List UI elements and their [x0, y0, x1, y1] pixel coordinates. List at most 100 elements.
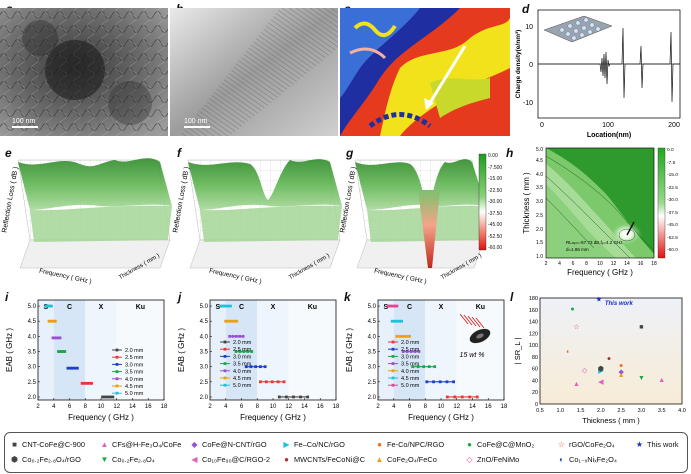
y-tick-label: 3.0 [368, 365, 377, 371]
tem-texture-b [170, 8, 338, 136]
eab-point [453, 395, 457, 399]
eab-point [103, 395, 107, 399]
srl-point: ▶ [598, 368, 604, 375]
legend-swatch-point [115, 370, 119, 373]
eab-point [468, 395, 472, 399]
eab-point [400, 319, 404, 323]
x-tick-label: 8 [84, 404, 88, 410]
band-label: X [271, 304, 276, 311]
legend-label: rGO/CoFe₂O₄ [569, 440, 615, 449]
y-tick-label: 5.0 [368, 304, 377, 310]
eab-point [63, 350, 67, 353]
x-tick-label: 2 [208, 404, 212, 410]
legend-swatch-point [223, 376, 227, 380]
legend-item: ⬢ Co₀.₂Fe₂.₈O₄/rGO [10, 455, 81, 464]
x-tick-label: 10 [438, 404, 445, 410]
band-label: X [439, 304, 444, 311]
legend-swatch-point [391, 376, 395, 380]
d-ytick-0: 0 [529, 62, 533, 69]
x-tick-label: 4 [392, 404, 396, 410]
legend-marker-icon: ▲ [100, 440, 109, 449]
band-ku-shade [288, 300, 336, 400]
x-tick-label: 10 [270, 404, 277, 410]
legend-marker-icon: ▼ [100, 455, 109, 464]
surface-f [187, 159, 342, 269]
eab-point [393, 319, 396, 323]
d-xtick-200: 200 [668, 122, 680, 129]
eab-chart-j: S C X Ku 2 4 6 8 10 12 14 16 18 5.0 4.5 4.0 3.5 3.0 2.5 2.0… [177, 299, 340, 422]
e-xlabel: Frequency ( GHz ) [38, 268, 92, 286]
cbar-g-tick: -45.00 [488, 222, 503, 228]
eab-point [475, 395, 479, 399]
y-tick-label: 4.0 [28, 334, 37, 340]
h-ytick: 5.0 [536, 147, 543, 153]
x-tick-label: 4.0 [678, 408, 686, 414]
panel-h-label: h [506, 146, 514, 160]
x-tick-label: 16 [145, 404, 152, 410]
eab-point [229, 304, 232, 308]
legend-marker-icon: ◇ [466, 455, 473, 464]
h-xtick: 16 [638, 261, 644, 267]
panel-i-label: i [5, 290, 9, 304]
scale-bar-b [184, 126, 210, 128]
srl-point: ⬢ [598, 365, 604, 373]
y-tick-label: 20 [532, 390, 538, 396]
h-ytick: 2.5 [536, 213, 543, 219]
x-tick-label: 16 [485, 404, 492, 410]
srl-point: ★ [596, 296, 602, 304]
legend-swatch-point [223, 355, 227, 358]
eab-point [47, 319, 51, 323]
x-tick-label: 12 [285, 404, 292, 410]
y-tick-label: 120 [529, 331, 538, 337]
legend-label: 2.0 mm [401, 340, 420, 346]
legend-marker-icon: ▲ [375, 455, 384, 464]
legend-marker-icon: ● [284, 455, 289, 464]
y-axis-label: | SR_L | [513, 338, 522, 365]
band-label: C [67, 304, 72, 311]
eab-point [108, 395, 112, 399]
legend-marker-icon: ◀ [191, 455, 198, 464]
surface-g [354, 159, 486, 269]
y-tick-label: 2.0 [368, 395, 377, 401]
eab-point [52, 319, 56, 323]
y-tick-label: 140 [529, 320, 538, 326]
legend-swatch-point [391, 355, 395, 358]
x-axis-label: Frequency ( GHz ) [408, 413, 474, 422]
y-tick-label: 40 [532, 378, 538, 384]
legend-marker-icon: ⬢ [11, 455, 18, 464]
cbar-h-tick: -15.0 [667, 173, 678, 178]
legend-label: 4.5 mm [401, 376, 420, 382]
eab-point [68, 366, 72, 370]
panel-d-label: d [522, 2, 530, 16]
eab-point [71, 366, 75, 370]
d-ylabel: Charge density(e/nm³) [515, 30, 522, 99]
band-x-shade [425, 300, 457, 400]
legend-marker-icon: ● [377, 440, 382, 449]
y-tick-label: 3.0 [28, 365, 37, 371]
srl-point: ◇ [582, 367, 588, 374]
legend-label: This work [647, 440, 679, 449]
legend-label: CoFe@C@MnO₂ [477, 440, 535, 449]
colorbar-h-ticks: 0.0 -7.5 -15.0 -22.5 -30.0 -37.5 -45.0 -… [667, 145, 691, 258]
band-c-shade [53, 300, 86, 400]
eab-point [111, 395, 115, 399]
eab-point [259, 365, 262, 369]
cbar-h-tick: -22.5 [667, 185, 678, 191]
legend-label: Fe-Co/NPC/RGO [387, 440, 445, 449]
y-tick-label: 3.5 [368, 350, 377, 356]
x-axis-label: Frequency ( GHz ) [68, 413, 134, 422]
eab-point [238, 334, 242, 338]
eab-point [416, 365, 420, 369]
legend-label: 4.5 mm [125, 384, 144, 390]
eab-point [409, 350, 413, 353]
legend-label: Co₀.₂Fe₂.₈O₄/rGO [22, 455, 81, 464]
panel-a-tem-image: 100 nm [0, 8, 168, 136]
band-ku-shade [456, 300, 504, 400]
y-tick-label: 4.5 [28, 319, 37, 325]
legend-marker-icon: ▶ [283, 440, 290, 449]
plot-frame [539, 297, 683, 405]
y-tick-label: 100 [529, 343, 538, 349]
eab-chart-i: S C X Ku 2 4 6 8 10 12 14 16 18 5.0 4.5 4.0 3.5 3.0 2.5 2.0… [5, 299, 168, 422]
band-label: X [99, 304, 104, 311]
eab-point [284, 395, 288, 399]
